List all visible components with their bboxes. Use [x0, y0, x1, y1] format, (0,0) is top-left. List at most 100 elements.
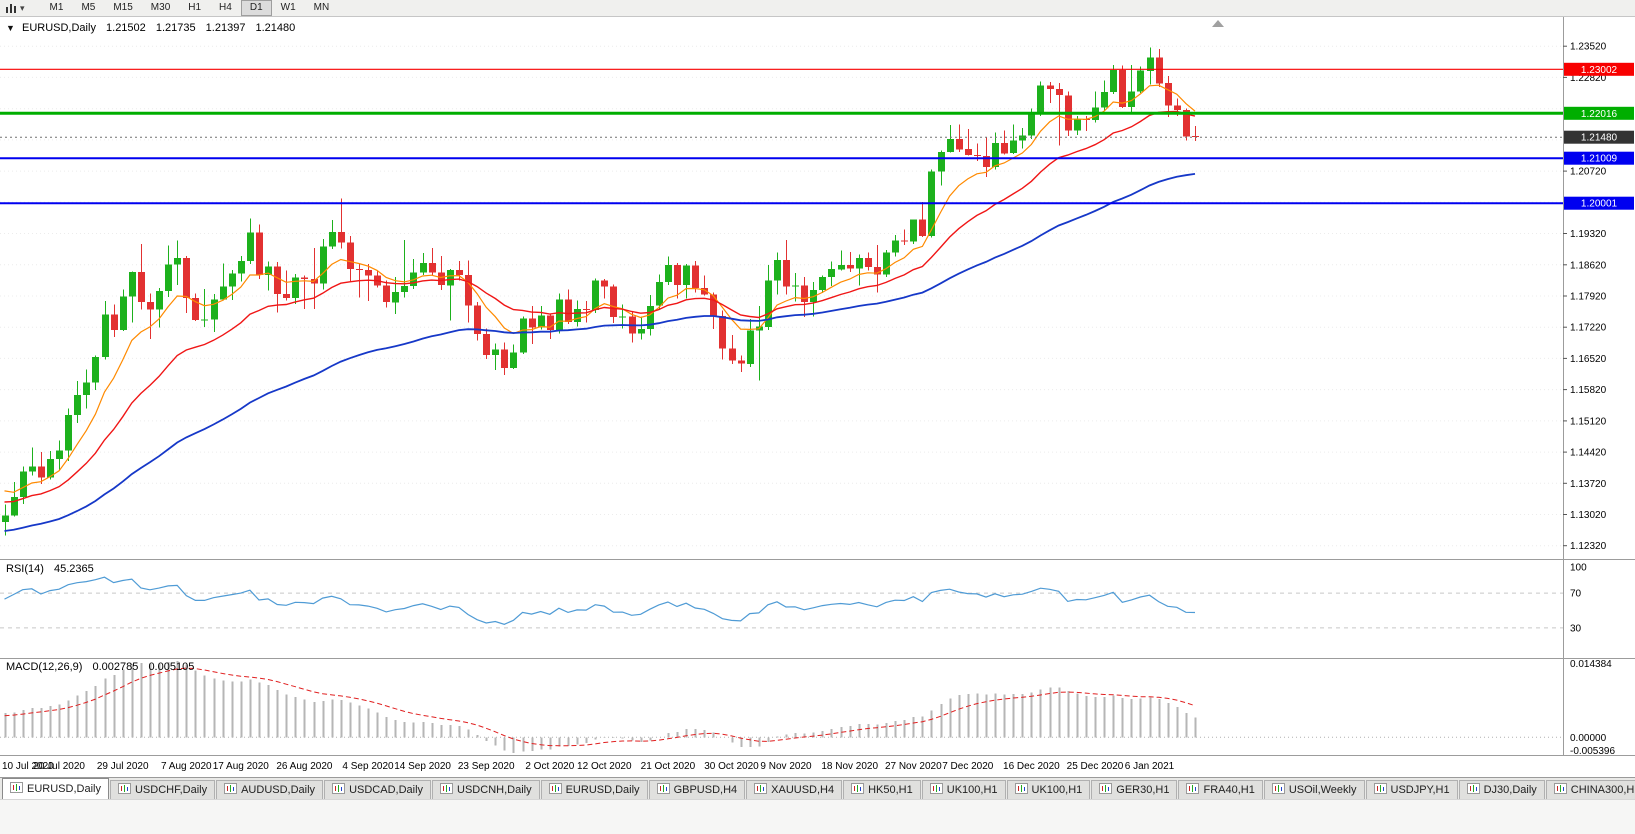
- chart-tab-15-dj30-daily[interactable]: DJ30,Daily: [1458, 780, 1545, 799]
- frame-lines: [0, 17, 1635, 756]
- date-label: 14 Sep 2020: [394, 761, 451, 772]
- macd-axis-label: 0.014384: [1570, 659, 1612, 670]
- timeframe-button-d1[interactable]: D1: [240, 0, 272, 16]
- date-label: 2 Oct 2020: [525, 761, 574, 772]
- date-label: 23 Sep 2020: [458, 761, 515, 772]
- chart-tab-9-uk100-h1[interactable]: UK100,H1: [921, 780, 1006, 799]
- chart-tab-label: DJ30,Daily: [1483, 784, 1537, 796]
- date-label: 6 Jan 2021: [1125, 761, 1175, 772]
- price-tick: 1.13020: [1570, 510, 1607, 521]
- horizontal-lines-layer[interactable]: [0, 68, 1563, 205]
- hline-price-label-box: [1564, 106, 1634, 120]
- chart-tab-label: XAUUSD,H4: [771, 784, 835, 796]
- chart-tab-icon: [1466, 783, 1480, 797]
- price-tick: 1.16520: [1570, 354, 1607, 365]
- chart-tab-label: USOil,Weekly: [1288, 784, 1357, 796]
- timeframe-button-m1[interactable]: M1: [49, 2, 64, 13]
- chart-tab-5-eurusd-daily[interactable]: EURUSD,Daily: [540, 780, 648, 799]
- chart-tab-icon: [851, 783, 865, 797]
- chart-tab-0-eurusd-daily[interactable]: EURUSD,Daily: [2, 778, 109, 799]
- chart-tab-label: AUDUSD,Daily: [241, 784, 316, 796]
- timeframe-dropdown-caret-icon[interactable]: ▾: [20, 2, 25, 13]
- chart-tab-6-gbpusd-h4[interactable]: GBPUSD,H4: [648, 780, 746, 799]
- chart-canvas[interactable]: 1.23520 1.22820 1.20720 1.19320 1.18620 1.179…: [0, 17, 1635, 777]
- chart-tab-label: EURUSD,Daily: [27, 783, 101, 795]
- chart-shift-marker-icon[interactable]: [1212, 20, 1224, 27]
- hline-price-label: 1.21009: [1581, 154, 1618, 165]
- price-tick: 1.14420: [1570, 448, 1607, 459]
- macd-pane: 0.014384 0.00000 -0.005396: [0, 659, 1615, 757]
- chart-tab-icon: [224, 783, 238, 797]
- chart-tab-label: GBPUSD,H4: [673, 784, 738, 796]
- one-click-trading-arrow-icon[interactable]: ▼: [6, 23, 15, 33]
- timeframe-button-mn[interactable]: MN: [313, 2, 330, 13]
- chart-tab-label: USDJPY,H1: [1390, 784, 1450, 796]
- timeframe-button-w1[interactable]: W1: [280, 2, 296, 13]
- hline-price-label-box: [1564, 151, 1634, 165]
- chart-tab-10-uk100-h1[interactable]: UK100,H1: [1006, 780, 1091, 799]
- timeframe-button-m30[interactable]: M30: [150, 2, 171, 13]
- chart-tab-label: HK50,H1: [868, 784, 913, 796]
- price-tick: 1.15820: [1570, 385, 1607, 396]
- price-tick: 1.13720: [1570, 479, 1607, 490]
- chart-tab-label: CHINA300,H1: [1570, 784, 1635, 796]
- chart-tab-16-china300-h1[interactable]: CHINA300,H1: [1545, 780, 1635, 799]
- date-label: 30 Oct 2020: [704, 761, 759, 772]
- chart-tab-icon: [10, 782, 23, 796]
- timeframe-button-h1[interactable]: H1: [188, 2, 202, 13]
- date-label: 21 Oct 2020: [641, 761, 696, 772]
- chart-tab-1-usdchf-daily[interactable]: USDCHF,Daily: [109, 780, 216, 799]
- price-tick: 1.19320: [1570, 229, 1607, 240]
- chart-tab-12-fra40-h1[interactable]: FRA40,H1: [1178, 780, 1263, 799]
- timeframe-button-m15[interactable]: M15: [113, 2, 133, 13]
- chart-tab-label: GER30,H1: [1116, 784, 1170, 796]
- chart-tab-label: UK100,H1: [1031, 784, 1083, 796]
- current-price-label-box: [1564, 130, 1634, 144]
- chart-tab-8-hk50-h1[interactable]: HK50,H1: [843, 780, 921, 799]
- hline-price-label: 1.23002: [1581, 65, 1618, 76]
- price-tick: 1.17220: [1570, 323, 1607, 334]
- timeframe-buttons: M1 M5 M15 M30 H1 H4 D1 W1 MN: [41, 0, 339, 16]
- chart-tab-13-usoil-weekly[interactable]: USOil,Weekly: [1263, 780, 1365, 799]
- hline-price-label: 1.20001: [1581, 199, 1618, 210]
- chart-tab-icon: [929, 783, 943, 797]
- macd-histogram: [4, 661, 1197, 753]
- date-label: 26 Aug 2020: [276, 761, 333, 772]
- date-label: 27 Nov 2020: [885, 761, 942, 772]
- date-label: 18 Nov 2020: [821, 761, 878, 772]
- price-tick: 1.17920: [1570, 292, 1607, 303]
- date-label: 29 Jul 2020: [97, 761, 149, 772]
- timeframe-button-h4[interactable]: H4: [219, 2, 232, 13]
- price-tick: 1.22820: [1570, 73, 1607, 84]
- chart-tab-icon: [1373, 783, 1387, 797]
- chart-tab-label: USDCNH,Daily: [457, 784, 532, 796]
- hline-price-label-box: [1564, 196, 1634, 210]
- price-tick: 1.18620: [1570, 260, 1607, 271]
- price-tick: 1.20720: [1570, 167, 1607, 178]
- price-axis[interactable]: 1.23520 1.22820 1.20720 1.19320 1.18620 1.179…: [1563, 42, 1634, 553]
- timeframe-toolbar: ▾ M1 M5 M15 M30 H1 H4 D1 W1 MN: [0, 0, 1635, 17]
- date-label: 12 Oct 2020: [577, 761, 632, 772]
- macd-axis-label: 0.00000: [1570, 733, 1607, 744]
- date-label: 17 Aug 2020: [213, 761, 270, 772]
- chart-tab-icon: [656, 783, 670, 797]
- chart-tab-3-usdcad-daily[interactable]: USDCAD,Daily: [324, 780, 432, 799]
- macd-signal-line: [4, 667, 1196, 747]
- chart-tab-14-usdjpy-h1[interactable]: USDJPY,H1: [1365, 780, 1458, 799]
- chart-tab-icon: [440, 783, 454, 797]
- chart-tab-2-audusd-daily[interactable]: AUDUSD,Daily: [216, 780, 324, 799]
- chart-tab-4-usdcnh-daily[interactable]: USDCNH,Daily: [432, 780, 540, 799]
- chart-tab-11-ger30-h1[interactable]: GER30,H1: [1091, 780, 1178, 799]
- timeframe-button-m5[interactable]: M5: [81, 2, 96, 13]
- ma-55-line: [4, 173, 1196, 532]
- rsi-line: [4, 576, 1196, 625]
- chart-tab-label: UK100,H1: [946, 784, 998, 796]
- chart-tab-icon: [1014, 783, 1028, 797]
- chart-tab-icon: [1553, 783, 1567, 797]
- chart-tab-7-xauusd-h4[interactable]: XAUUSD,H4: [746, 780, 843, 799]
- symbols-icon[interactable]: [5, 3, 17, 14]
- rsi-axis-label: 70: [1570, 589, 1582, 600]
- chart-window[interactable]: ▼ EURUSD,Daily 1.21502 1.21735 1.21397 1…: [0, 17, 1635, 777]
- date-label: 20 Jul 2020: [33, 761, 85, 772]
